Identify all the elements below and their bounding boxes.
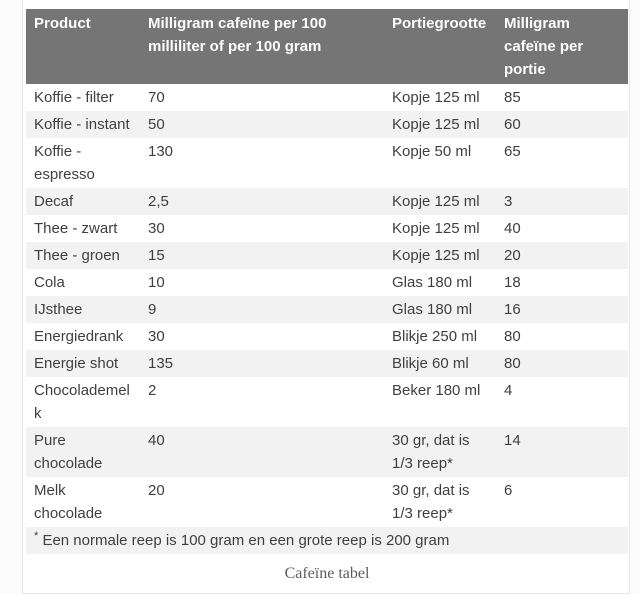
cell-portie: Kopje 125 ml: [392, 220, 480, 237]
table-row: Thee - zwart 30 Kopje 125 ml 40: [26, 215, 628, 242]
cell-per-portie: 40: [504, 220, 521, 237]
cell-product: Koffie - filter: [34, 89, 114, 106]
cell-portie: 30 gr, dat is 1/3 reep*: [384, 427, 496, 477]
cell-per-100: 15: [140, 242, 384, 269]
cell-product: Koffie - instant: [26, 111, 140, 138]
cell-portie: 30 gr, dat is 1/3 reep*: [392, 482, 470, 522]
cell-per-portie: 65: [504, 143, 521, 160]
cell-per-portie: 18: [504, 274, 521, 291]
table-row: Koffie - espresso 130 Kopje 50 ml 65: [26, 138, 628, 188]
cell-per-portie: 14: [496, 427, 628, 477]
cell-product: Pure chocolade: [26, 427, 140, 477]
cell-product: Chocolademelk: [34, 382, 130, 422]
cell-per-100: 130: [148, 143, 174, 160]
cell-per-100: 20: [148, 482, 165, 499]
caption-row: Cafeïne tabel: [26, 554, 628, 593]
cell-product: Melk chocolade: [34, 482, 103, 522]
cell-product: IJsthee: [26, 296, 140, 323]
cell-per-100: 2,5: [140, 188, 384, 215]
column-header-per-portie: Milligram cafeïne per portie: [496, 9, 628, 84]
cell-per-portie: 80: [504, 328, 521, 345]
cell-per-portie: 85: [504, 89, 521, 106]
cell-per-portie: 16: [496, 296, 628, 323]
cell-per-100: 30: [148, 328, 165, 345]
cell-per-100: 9: [140, 296, 384, 323]
table-row: IJsthee 9 Glas 180 ml 16: [26, 296, 628, 323]
cell-portie: Kopje 125 ml: [384, 242, 496, 269]
cell-per-100: 10: [148, 274, 165, 291]
cell-product: Cola: [34, 274, 65, 291]
footnote-body: Een normale reep is 100 gram en een grot…: [38, 532, 450, 549]
cell-portie: Blikje 60 ml: [384, 350, 496, 377]
table-row: Decaf 2,5 Kopje 125 ml 3: [26, 188, 628, 215]
cell-portie: Blikje 250 ml: [392, 328, 478, 345]
cell-per-100: 30: [148, 220, 165, 237]
table-row: Energiedrank 30 Blikje 250 ml 80: [26, 323, 628, 350]
column-header-product: Product: [26, 9, 140, 84]
cell-per-portie: 3: [496, 188, 628, 215]
cell-portie: Glas 180 ml: [392, 274, 473, 291]
table-row: Chocolademelk 2 Beker 180 ml 4: [26, 377, 628, 427]
table-header: Product Milligram cafeïne per 100 millil…: [26, 9, 628, 84]
table-body: Koffie - filter 70 Kopje 125 ml 85 Koffi…: [26, 84, 628, 593]
table-row: Cola 10 Glas 180 ml 18: [26, 269, 628, 296]
table-row: Pure chocolade 40 30 gr, dat is 1/3 reep…: [26, 427, 628, 477]
caffeine-table-container: Product Milligram cafeïne per 100 millil…: [22, 0, 630, 594]
column-header-per-100: Milligram cafeïne per 100 milliliter of …: [140, 9, 384, 84]
cell-product: Energie shot: [26, 350, 140, 377]
table-row: Koffie - instant 50 Kopje 125 ml 60: [26, 111, 628, 138]
cell-product: Thee - groen: [26, 242, 140, 269]
column-header-portie: Portiegrootte: [384, 9, 496, 84]
cell-per-100: 40: [140, 427, 384, 477]
footnote-asterisk: *: [34, 530, 39, 542]
cell-per-portie: 80: [496, 350, 628, 377]
cell-per-portie: 4: [504, 382, 513, 399]
cell-product: Koffie - espresso: [34, 143, 95, 183]
cell-per-100: 70: [148, 89, 165, 106]
cell-portie: Kopje 125 ml: [384, 111, 496, 138]
footnote-row: * Een normale reep is 100 gram en een gr…: [26, 527, 628, 554]
cell-portie: Beker 180 ml: [392, 382, 481, 399]
cell-portie: Kopje 50 ml: [392, 143, 472, 160]
cell-per-100: 135: [140, 350, 384, 377]
header-row: Product Milligram cafeïne per 100 millil…: [26, 9, 628, 84]
cell-product: Decaf: [26, 188, 140, 215]
caffeine-table: Product Milligram cafeïne per 100 millil…: [26, 9, 628, 593]
cell-portie: Kopje 125 ml: [384, 188, 496, 215]
table-caption: Cafeïne tabel: [26, 554, 628, 593]
cell-per-100: 2: [148, 382, 157, 399]
table-row: Thee - groen 15 Kopje 125 ml 20: [26, 242, 628, 269]
cell-product: Thee - zwart: [34, 220, 118, 237]
cell-per-portie: 20: [496, 242, 628, 269]
footnote-text: * Een normale reep is 100 gram en een gr…: [26, 527, 628, 554]
cell-product: Energiedrank: [34, 328, 124, 345]
table-row: Koffie - filter 70 Kopje 125 ml 85: [26, 84, 628, 111]
cell-portie: Glas 180 ml: [384, 296, 496, 323]
table-row: Energie shot 135 Blikje 60 ml 80: [26, 350, 628, 377]
cell-per-portie: 6: [504, 482, 513, 499]
cell-portie: Kopje 125 ml: [392, 89, 480, 106]
table-row: Melk chocolade 20 30 gr, dat is 1/3 reep…: [26, 477, 628, 527]
cell-per-100: 50: [140, 111, 384, 138]
cell-per-portie: 60: [496, 111, 628, 138]
